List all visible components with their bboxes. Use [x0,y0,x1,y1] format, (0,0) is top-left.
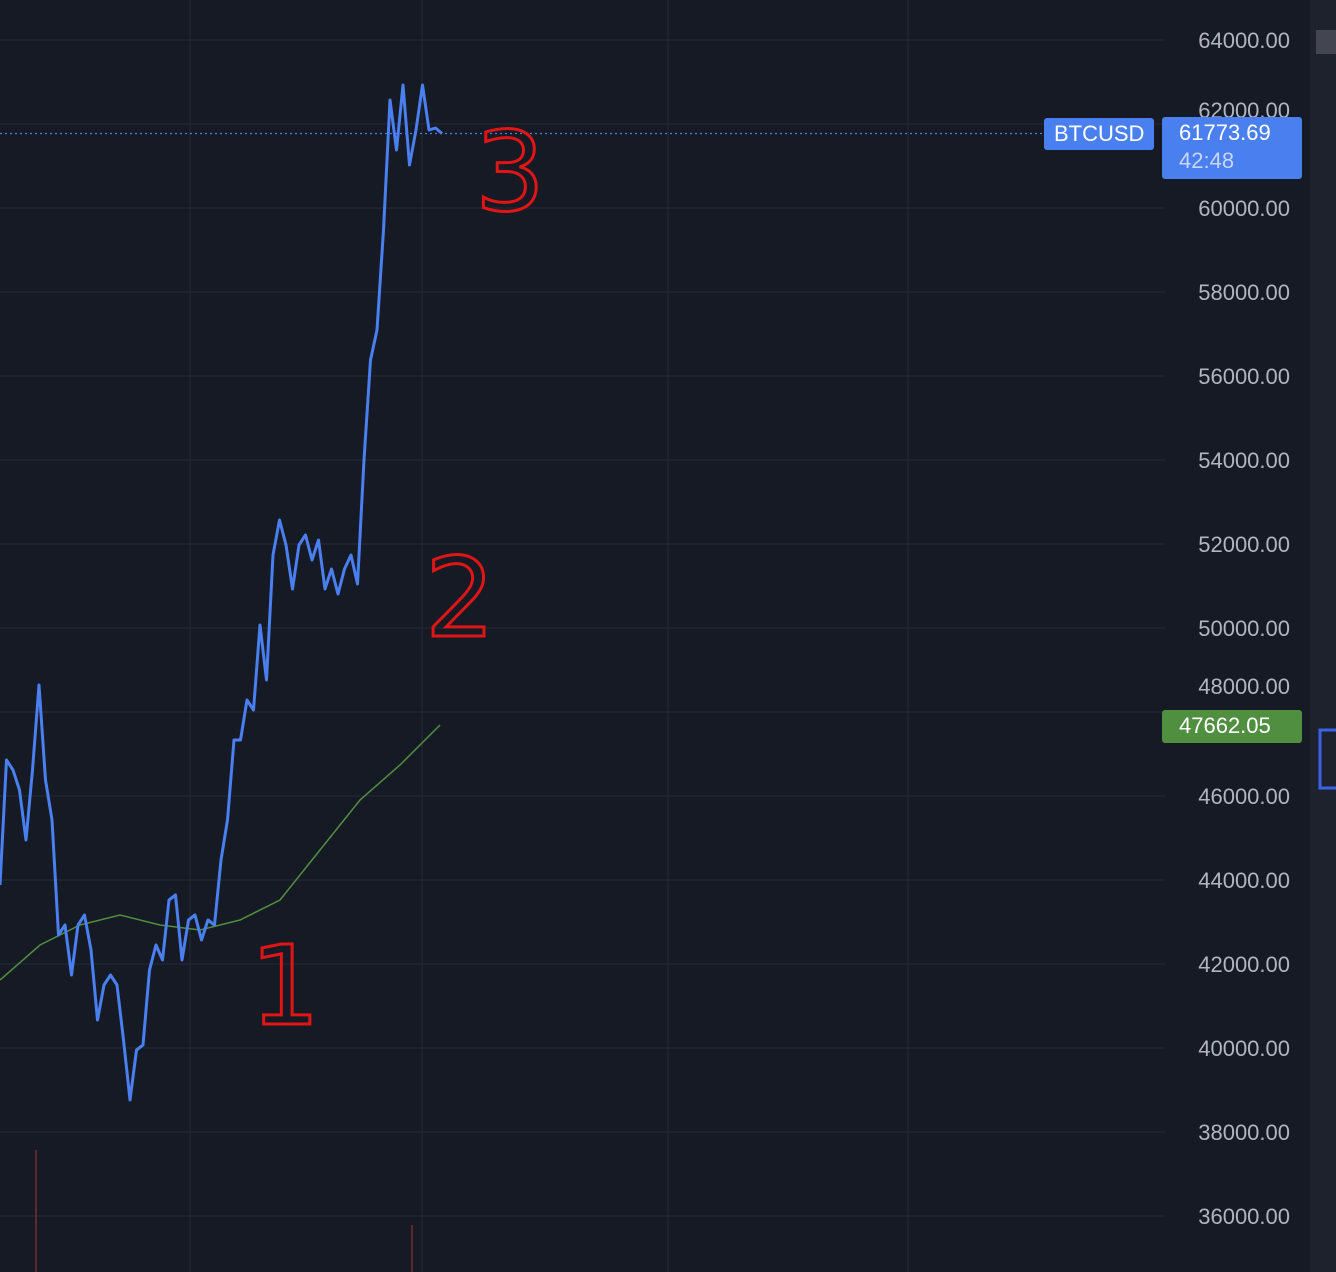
symbol-label: BTCUSD [1044,118,1155,150]
y-tick-label: 42000.00 [1198,952,1290,977]
right-panel [1310,0,1336,1272]
annotation-3: 3 [475,108,545,236]
y-tick-label: 50000.00 [1198,616,1290,641]
y-tick-label: 60000.00 [1198,196,1290,221]
last-price-value: 61773.69 [1179,120,1271,145]
y-tick-label: 46000.00 [1198,784,1290,809]
y-tick-label: 54000.00 [1198,448,1290,473]
y-tick-label: 38000.00 [1198,1120,1290,1145]
y-tick-label: 64000.00 [1198,28,1290,53]
ma-value-label: 47662.05 [1162,710,1302,743]
y-tick-label: 48000.00 [1198,674,1290,699]
annotation-2: 2 [425,534,495,662]
y-tick-label: 36000.00 [1198,1204,1290,1229]
y-tick-label: 40000.00 [1198,1036,1290,1061]
y-tick-label: 52000.00 [1198,532,1290,557]
grid [0,0,1165,1272]
y-tick-label: 56000.00 [1198,364,1290,389]
volume-bars [35,1150,413,1272]
candle-countdown: 42:48 [1179,148,1235,173]
y-tick-label: 58000.00 [1198,280,1290,305]
price-axis[interactable]: 64000.0062000.0060000.0058000.0056000.00… [1198,28,1290,1229]
moving-average-line [0,724,441,981]
price-line [0,83,443,1102]
annotation-1: 1 [250,922,320,1050]
last-price-label: 61773.69 42:48 [1162,117,1302,179]
y-tick-label: 44000.00 [1198,868,1290,893]
scrollbar-thumb[interactable] [1316,30,1336,54]
panel-highlight [1318,728,1336,790]
